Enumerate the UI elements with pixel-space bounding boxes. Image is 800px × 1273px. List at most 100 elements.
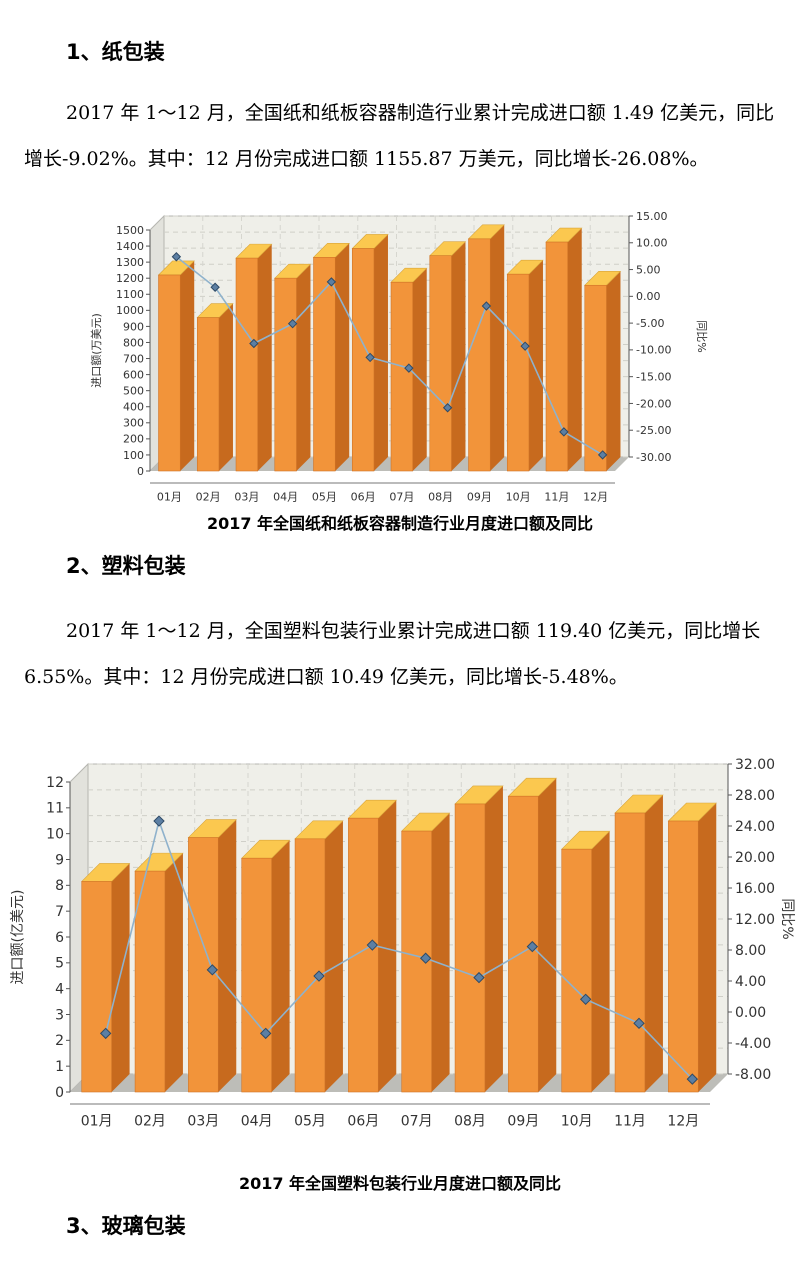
bar xyxy=(235,257,259,472)
y2-tick-label: 15.00 xyxy=(636,210,668,223)
yoy-point xyxy=(526,940,539,953)
y-tick-label: 900 xyxy=(123,320,144,333)
bar-side xyxy=(324,820,343,1092)
y2-tick-label: 28.00 xyxy=(735,788,775,804)
y-tick-label: 6 xyxy=(55,930,64,946)
y-tick-label: 11 xyxy=(46,801,64,817)
bar xyxy=(196,317,220,472)
x-tick-label: 01月 xyxy=(81,1114,113,1130)
x-tick-label: 04月 xyxy=(273,490,298,503)
x-tick-label: 03月 xyxy=(187,1114,219,1130)
bar-side xyxy=(644,795,663,1092)
x-tick-label: 08月 xyxy=(428,490,453,503)
bar xyxy=(545,241,569,472)
x-tick-label: 10月 xyxy=(561,1114,593,1130)
yoy-point xyxy=(210,282,220,292)
y-tick-label: 700 xyxy=(123,352,144,365)
y2-tick-label: 8.00 xyxy=(735,943,766,959)
yoy-point xyxy=(520,341,530,351)
yoy-point xyxy=(99,1027,112,1040)
y-tick-label: 0 xyxy=(55,1085,64,1101)
x-tick-label: 07月 xyxy=(389,490,414,503)
bar-side xyxy=(591,831,610,1092)
bar-side xyxy=(257,244,272,471)
x-tick-label: 06月 xyxy=(351,490,376,503)
y2-tick-label: -10.00 xyxy=(636,344,671,357)
y-tick-label: 8 xyxy=(55,878,64,894)
bar xyxy=(188,837,219,1093)
bar xyxy=(454,803,486,1093)
x-tick-label: 11月 xyxy=(614,1114,646,1130)
x-tick-label: 12月 xyxy=(667,1114,699,1130)
y-tick-label: 2 xyxy=(55,1033,64,1049)
y-tick-label: 3 xyxy=(55,1007,64,1023)
y-tick-label: 1500 xyxy=(116,224,144,237)
yoy-point xyxy=(365,352,375,363)
bar xyxy=(390,281,414,472)
yoy-point xyxy=(259,1027,272,1040)
yoy-point xyxy=(326,277,337,287)
bar xyxy=(158,274,181,472)
bar-side xyxy=(431,813,450,1092)
x-tick-label: 06月 xyxy=(347,1114,379,1130)
bar xyxy=(241,857,272,1093)
chart-paper-import: 0 100 200 300 400 500 600 700 800 900 1000 1100 1200… xyxy=(90,210,708,504)
y-tick-label: 10 xyxy=(46,827,64,843)
bar-side xyxy=(567,228,582,471)
bar xyxy=(348,817,379,1093)
x-tick-label: 07月 xyxy=(401,1114,433,1130)
bar-side xyxy=(698,803,717,1092)
bar-side xyxy=(111,863,130,1092)
x-tick-label: 02月 xyxy=(196,490,221,503)
bar-side xyxy=(218,819,237,1092)
y2-tick-label: -5.00 xyxy=(636,317,664,330)
chart-plastic-import: 012345678910111232.0028.0024.0020.0016.0… xyxy=(10,757,795,1130)
y-tick-label: 300 xyxy=(123,417,144,430)
x-tick-label: 05月 xyxy=(312,490,337,503)
yoy-point xyxy=(442,403,453,413)
bar-side xyxy=(271,840,290,1092)
y2-tick-label: 24.00 xyxy=(735,819,775,835)
bar-side xyxy=(606,271,621,471)
y-tick-label: 9 xyxy=(55,852,64,868)
y2-tick-label: 5.00 xyxy=(636,263,661,276)
y2-tick-label: 20.00 xyxy=(735,850,775,866)
y-tick-label: 500 xyxy=(123,385,144,398)
bar xyxy=(313,257,336,472)
bar xyxy=(81,881,112,1093)
x-tick-label: 03月 xyxy=(234,490,259,503)
yoy-point xyxy=(366,939,379,951)
y-tick-label: 100 xyxy=(123,449,144,462)
section-heading-plastic: 2、塑料包装 xyxy=(66,554,186,578)
yoy-point xyxy=(633,1017,645,1030)
yoy-point xyxy=(579,993,592,1006)
bar xyxy=(429,255,452,472)
y-tick-label: 400 xyxy=(123,401,144,414)
y2-tick-label: -8.00 xyxy=(735,1067,771,1083)
yoy-point xyxy=(206,964,219,976)
yoy-line xyxy=(175,256,604,456)
bar-side xyxy=(218,303,233,471)
y2-tick-label: 16.00 xyxy=(735,881,775,897)
yoy-point xyxy=(419,952,432,964)
bar xyxy=(614,812,646,1093)
yoy-point xyxy=(249,338,259,349)
y-tick-label: 1000 xyxy=(116,304,144,317)
y-tick-label: 800 xyxy=(123,336,144,349)
yoy-point xyxy=(686,1073,699,1085)
bar xyxy=(561,848,592,1093)
yoy-point xyxy=(404,363,414,373)
y-tick-label: 12 xyxy=(46,775,64,791)
x-tick-label: 10月 xyxy=(506,490,531,503)
bar-side xyxy=(451,241,466,471)
x-tick-label: 05月 xyxy=(294,1114,326,1130)
y2-tick-label: -20.00 xyxy=(636,397,671,410)
y-tick-label: 4 xyxy=(55,982,64,998)
bar-side xyxy=(378,800,397,1092)
y-axis-title: 进口额(万美元) xyxy=(90,313,103,388)
yoy-point xyxy=(481,301,492,311)
y-tick-label: 5 xyxy=(55,956,64,972)
y2-tick-label: -25.00 xyxy=(636,424,671,437)
y-tick-label: 0 xyxy=(137,465,144,478)
x-tick-label: 04月 xyxy=(241,1114,273,1130)
